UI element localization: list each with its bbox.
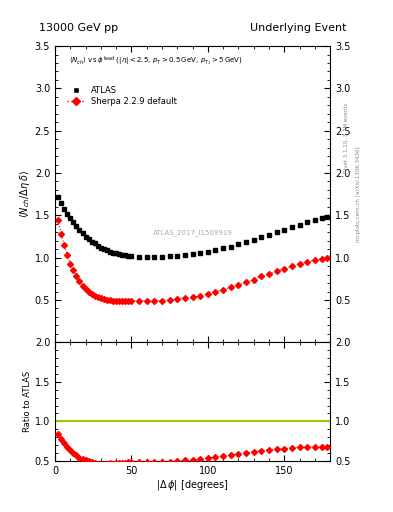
Text: $\langle N_{ch}\rangle$ vs $\phi^{\rm lead}$ ($|\eta| < 2.5,\, p_T > 0.5\,\mathr: $\langle N_{ch}\rangle$ vs $\phi^{\rm le…	[69, 55, 242, 68]
Text: Rivet 3.1.10, 3.7M events: Rivet 3.1.10, 3.7M events	[344, 103, 349, 174]
Text: mcplots.cern.ch [arXiv:1306.3436]: mcplots.cern.ch [arXiv:1306.3436]	[356, 147, 361, 242]
X-axis label: $|\Delta\,\phi|$ [degrees]: $|\Delta\,\phi|$ [degrees]	[156, 478, 229, 493]
Y-axis label: Ratio to ATLAS: Ratio to ATLAS	[23, 371, 32, 432]
Text: Underlying Event: Underlying Event	[250, 23, 347, 33]
Text: ATLAS_2017_I1509919: ATLAS_2017_I1509919	[152, 229, 233, 236]
Legend: ATLAS, Sherpa 2.2.9 default: ATLAS, Sherpa 2.2.9 default	[68, 86, 176, 106]
Text: 13000 GeV pp: 13000 GeV pp	[39, 23, 118, 33]
Y-axis label: $\langle N_{ch} / \Delta\eta\,\delta\rangle$: $\langle N_{ch} / \Delta\eta\,\delta\ran…	[18, 170, 32, 218]
